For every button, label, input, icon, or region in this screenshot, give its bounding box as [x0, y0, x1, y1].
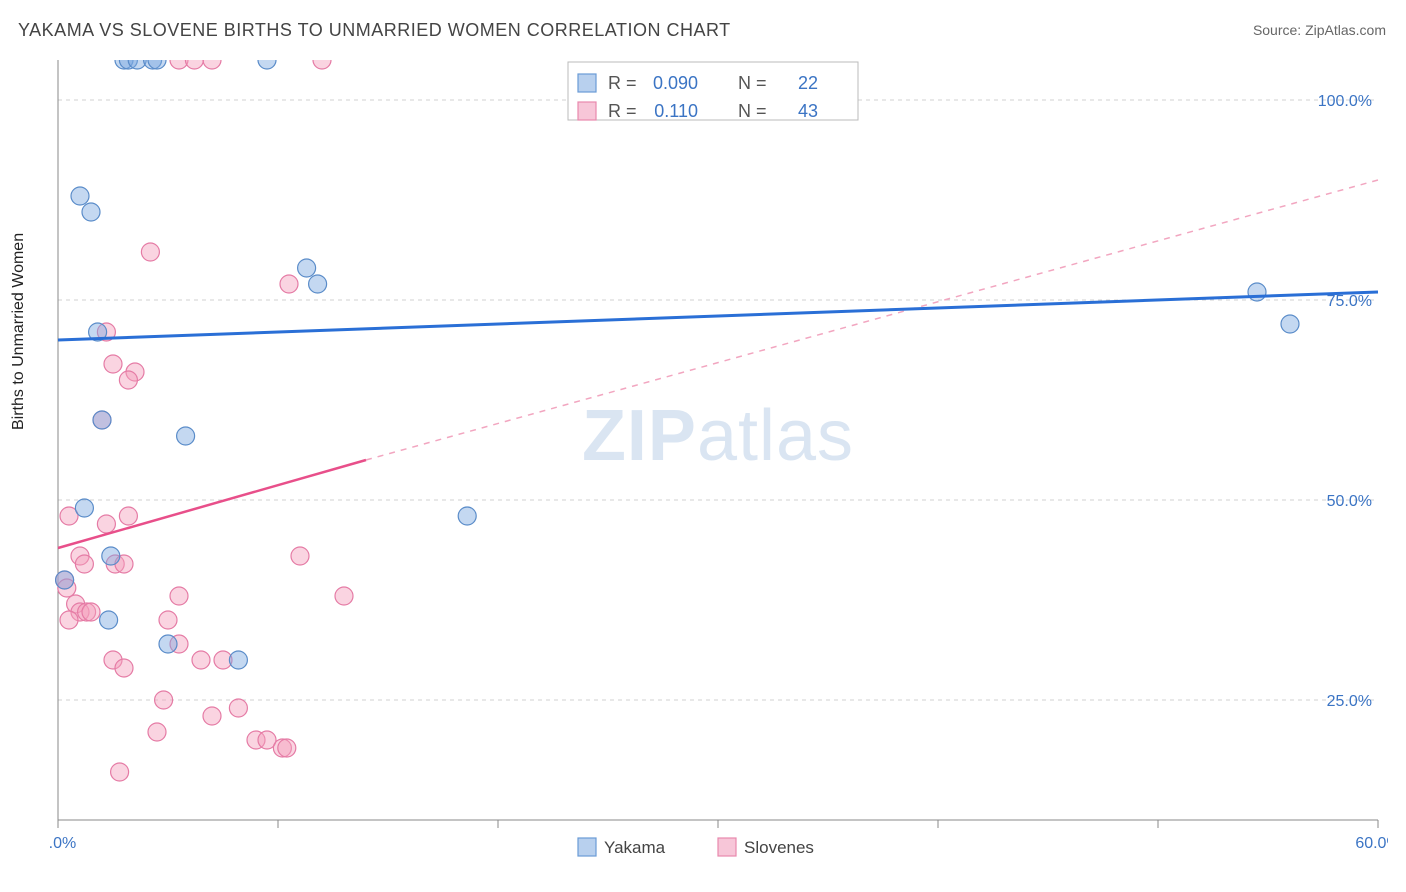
legend-bottom-swatch: [718, 838, 736, 856]
y-tick-label: 75.0%: [1327, 293, 1372, 310]
trend-line-slovenes: [58, 460, 366, 548]
data-point: [229, 699, 247, 717]
data-point: [155, 691, 173, 709]
data-point: [170, 587, 188, 605]
x-tick-label: 0.0%: [48, 835, 76, 852]
x-tick-label: 60.0%: [1355, 835, 1388, 852]
data-point: [102, 547, 120, 565]
data-point: [104, 355, 122, 373]
legend-n-label: N =: [738, 73, 767, 93]
data-point: [335, 587, 353, 605]
data-point: [60, 611, 78, 629]
data-point: [458, 507, 476, 525]
data-point: [291, 547, 309, 565]
data-point: [111, 763, 129, 781]
chart-svg: 25.0% 50.0% 75.0% 100.0% ZIPatlas 0.0% 60.0% R …: [48, 60, 1388, 870]
y-tick-label: 50.0%: [1327, 493, 1372, 510]
data-point: [177, 427, 195, 445]
legend-bottom: Yakama Slovenes: [578, 838, 814, 857]
legend-r-value: 0.110: [654, 101, 698, 121]
data-point: [159, 611, 177, 629]
legend-n-value: 22: [798, 73, 818, 93]
data-point: [115, 659, 133, 677]
data-point: [93, 411, 111, 429]
legend-bottom-label: Slovenes: [744, 838, 814, 857]
data-point: [119, 371, 137, 389]
data-point: [280, 275, 298, 293]
data-point: [1281, 315, 1299, 333]
legend-bottom-label: Yakama: [604, 838, 666, 857]
data-point: [278, 739, 296, 757]
chart-title: YAKAMA VS SLOVENE BIRTHS TO UNMARRIED WO…: [18, 20, 731, 41]
y-tick-label: 100.0%: [1318, 93, 1372, 110]
data-point: [100, 611, 118, 629]
data-point: [141, 243, 159, 261]
trend-line-slovenes-extrapolated: [366, 180, 1378, 460]
data-point: [1248, 283, 1266, 301]
data-point: [75, 499, 93, 517]
data-point: [75, 555, 93, 573]
data-point: [82, 603, 100, 621]
legend-n-value: 43: [798, 101, 818, 121]
legend-r-label: R =: [608, 101, 637, 121]
data-point: [192, 651, 210, 669]
watermark: ZIPatlas: [582, 396, 854, 476]
trend-line-yakama: [58, 292, 1378, 340]
data-point: [185, 60, 203, 69]
legend-top: R = 0.090 N = 22 R = 0.110 N = 43: [568, 62, 858, 121]
source-label: Source: ZipAtlas.com: [1253, 22, 1386, 38]
y-axis-label: Births to Unmarried Women: [10, 233, 28, 430]
series-yakama: [56, 60, 1299, 669]
data-point: [203, 60, 221, 69]
legend-n-label: N =: [738, 101, 767, 121]
legend-bottom-swatch: [578, 838, 596, 856]
data-point: [119, 507, 137, 525]
data-point: [258, 60, 276, 69]
data-point: [229, 651, 247, 669]
legend-r-label: R =: [608, 73, 637, 93]
legend-swatch: [578, 74, 596, 92]
legend-swatch: [578, 102, 596, 120]
data-point: [203, 707, 221, 725]
data-point: [82, 203, 100, 221]
data-point: [97, 515, 115, 533]
chart-container: YAKAMA VS SLOVENE BIRTHS TO UNMARRIED WO…: [0, 0, 1406, 892]
plot-area: 25.0%50.0%75.0%100.0%ZIPatlas0.0%60.0%R …: [48, 60, 1388, 830]
data-point: [71, 187, 89, 205]
data-point: [56, 571, 74, 589]
data-point: [298, 259, 316, 277]
data-point: [148, 723, 166, 741]
data-point: [313, 60, 331, 69]
data-point: [159, 635, 177, 653]
data-point: [309, 275, 327, 293]
y-tick-label: 25.0%: [1327, 693, 1372, 710]
legend-r-value: 0.090: [653, 73, 698, 93]
